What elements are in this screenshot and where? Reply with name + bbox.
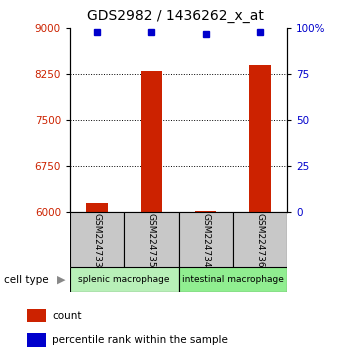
Bar (70, 212, 124, 267)
Text: ▶: ▶ (57, 275, 65, 285)
Text: cell type: cell type (4, 275, 48, 285)
Text: splenic macrophage: splenic macrophage (78, 275, 170, 284)
Bar (124, 212, 178, 267)
Text: intestinal macrophage: intestinal macrophage (182, 275, 284, 284)
Bar (27, 333, 46, 347)
Text: count: count (52, 310, 82, 321)
Bar (249, 65, 271, 212)
Text: GSM224735: GSM224735 (147, 212, 156, 267)
Bar (195, 211, 216, 212)
Text: percentile rank within the sample: percentile rank within the sample (52, 335, 228, 346)
Text: GSM224734: GSM224734 (201, 213, 210, 267)
Bar (178, 212, 233, 267)
Bar (141, 71, 162, 212)
Bar (178, 267, 287, 292)
Bar (27, 309, 46, 322)
Bar (70, 267, 178, 292)
Text: GSM224733: GSM224733 (93, 212, 101, 267)
Bar (86, 203, 108, 212)
Text: GSM224736: GSM224736 (256, 212, 264, 267)
Text: GDS2982 / 1436262_x_at: GDS2982 / 1436262_x_at (86, 9, 264, 23)
Bar (233, 212, 287, 267)
